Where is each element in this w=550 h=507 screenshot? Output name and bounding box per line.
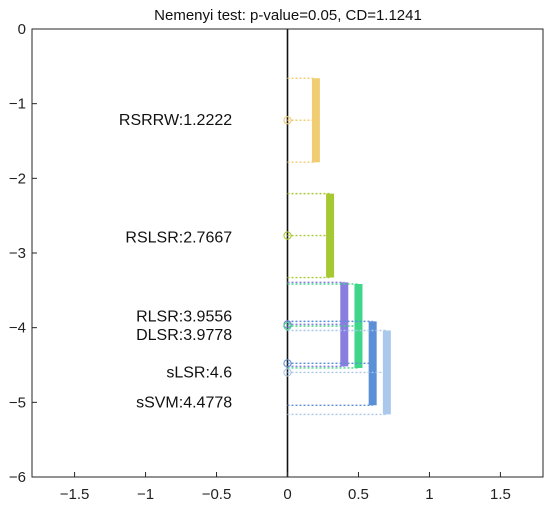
method-label: sSVM:4.4778 xyxy=(136,394,232,411)
method-label: DLSR:3.9778 xyxy=(136,327,232,344)
cd-interval-3 xyxy=(283,281,349,368)
cd-interval-2 xyxy=(283,192,335,279)
rank-marker xyxy=(283,359,292,368)
x-tick-label: −1 xyxy=(137,486,154,503)
method-label: RSLSR:2.7667 xyxy=(125,229,232,246)
y-tick-label: 0 xyxy=(18,21,26,38)
method-label: sLSR:4.6 xyxy=(166,364,232,381)
rank-marker xyxy=(283,116,292,125)
axes: −1.5 −1 −0.5 0 0.5 1 1.5 0 −1 −2 −3 −4 −5 −6 xyxy=(9,21,511,503)
plot-area: RSRRW:1.2222 RSLSR:2.7667 RLSR:3.9556 DLSR:… xyxy=(119,29,391,477)
y-tick-label: −2 xyxy=(9,170,26,187)
x-tick-label: 1.5 xyxy=(490,486,511,503)
x-tick-label: −0.5 xyxy=(202,486,232,503)
y-tick-label: −3 xyxy=(9,245,26,262)
x-tick-label: 1 xyxy=(425,486,433,503)
y-tick-label: −6 xyxy=(9,469,26,486)
x-tick-label: 0.5 xyxy=(348,486,369,503)
cd-interval-6 xyxy=(283,329,391,416)
y-tick-label: −5 xyxy=(9,394,26,411)
method-label: RLSR:3.9556 xyxy=(136,308,232,325)
x-tick-label: −1.5 xyxy=(60,486,90,503)
method-label: RSRRW:1.2222 xyxy=(119,112,232,129)
chart-title: Nemenyi test: p-value=0.05, CD=1.1241 xyxy=(154,7,422,24)
y-tick-label: −4 xyxy=(9,320,26,337)
y-tick-label: −1 xyxy=(9,96,26,113)
cd-interval-4 xyxy=(283,283,363,369)
cd-interval-1 xyxy=(283,77,320,163)
cd-interval-5 xyxy=(283,320,377,407)
x-tick-label: 0 xyxy=(283,486,291,503)
rank-marker xyxy=(283,231,292,240)
rank-marker xyxy=(283,321,292,331)
rank-marker xyxy=(283,368,292,377)
